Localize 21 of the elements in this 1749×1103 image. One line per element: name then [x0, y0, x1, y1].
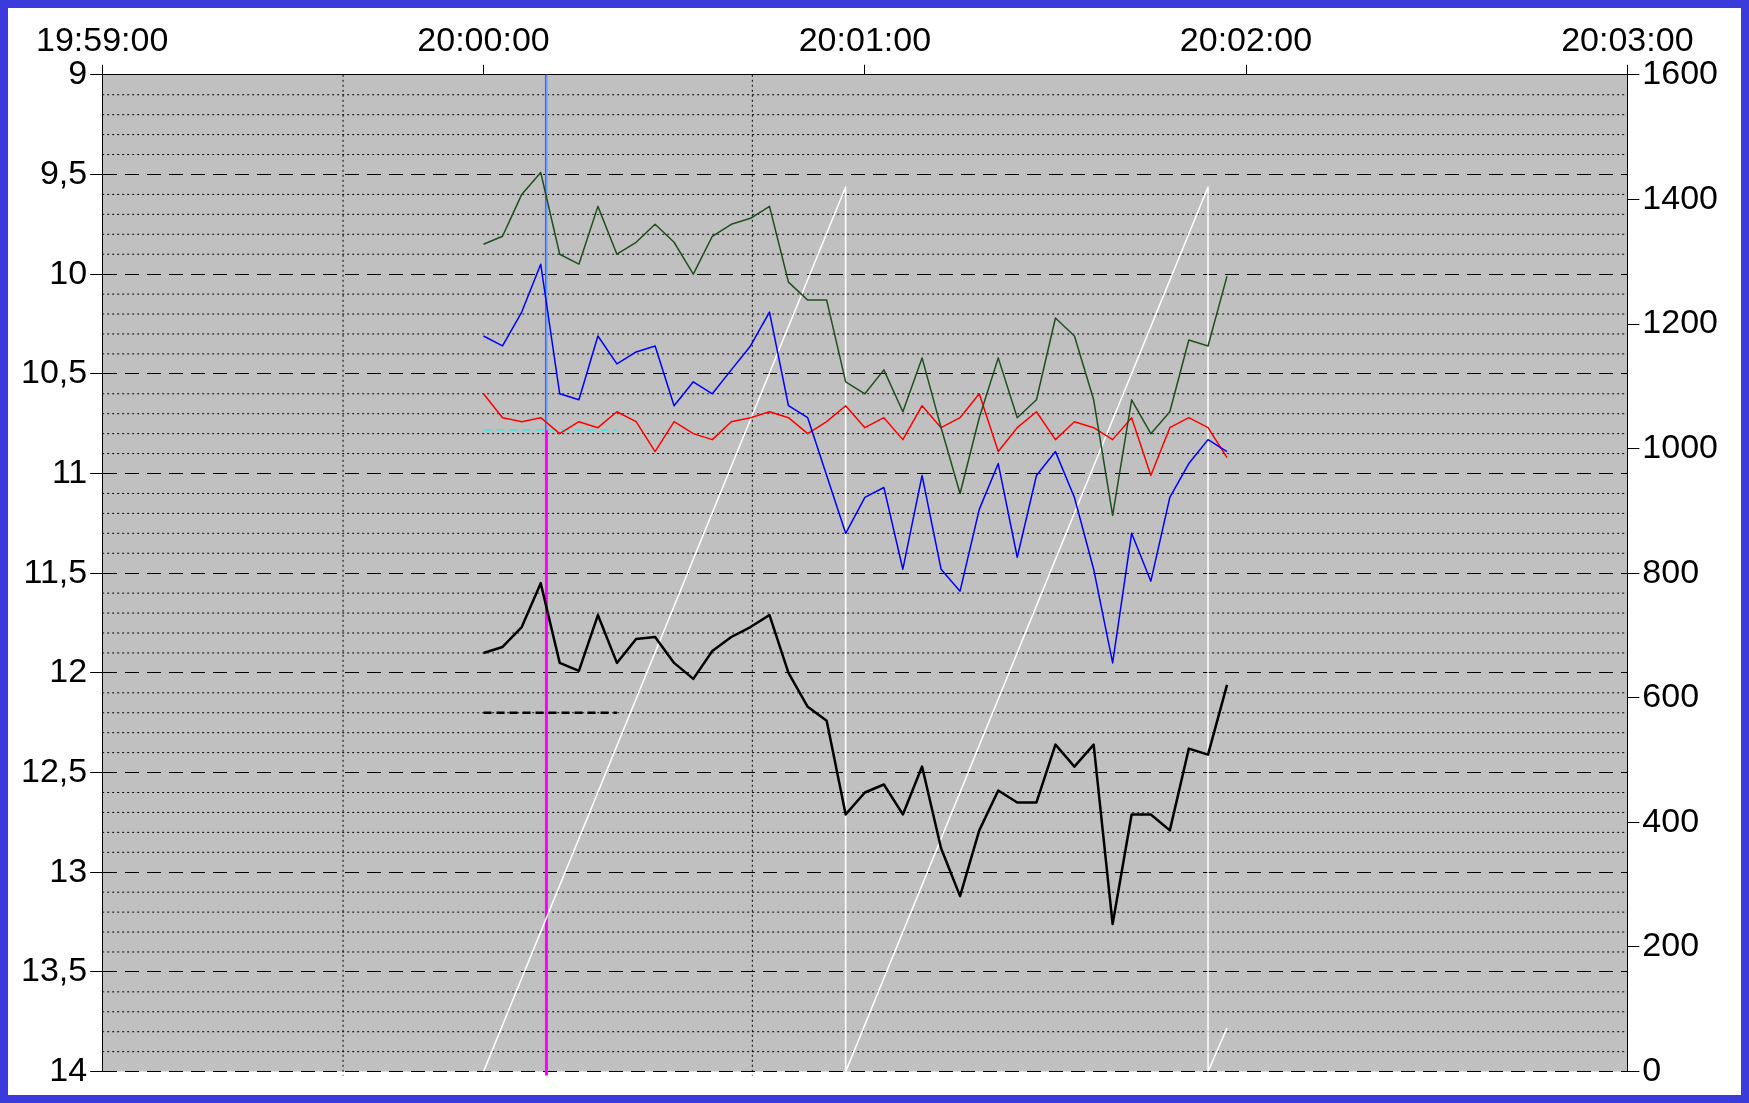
y2-tick-label: 600 [1642, 676, 1700, 715]
x-tick-label: 20:02:00 [1179, 19, 1313, 58]
y-tick-label: 10 [49, 252, 88, 291]
y-tick-label: 10,5 [20, 352, 88, 391]
y-tick-label: 11 [51, 451, 88, 490]
y2-tick-label: 1200 [1642, 302, 1718, 341]
y-tick-label: 12 [49, 651, 88, 690]
y2-tick-label: 0 [1642, 1049, 1662, 1088]
y2-tick-label: 200 [1642, 925, 1700, 964]
y-tick-label: 13 [49, 850, 88, 889]
y-tick-label: 11,5 [23, 551, 88, 590]
x-tick-label: 20:01:00 [798, 19, 932, 58]
y-tick-label: 12,5 [20, 750, 88, 789]
y2-tick-label: 800 [1642, 551, 1700, 590]
y-tick-label: 9,5 [39, 152, 88, 191]
y2-tick-label: 1000 [1642, 426, 1718, 465]
y-tick-label: 14 [49, 1049, 88, 1088]
y2-tick-label: 400 [1642, 800, 1700, 839]
y2-tick-label: 1400 [1642, 177, 1718, 216]
x-tick-label: 20:00:00 [417, 19, 550, 58]
y-tick-label: 13,5 [20, 950, 88, 989]
